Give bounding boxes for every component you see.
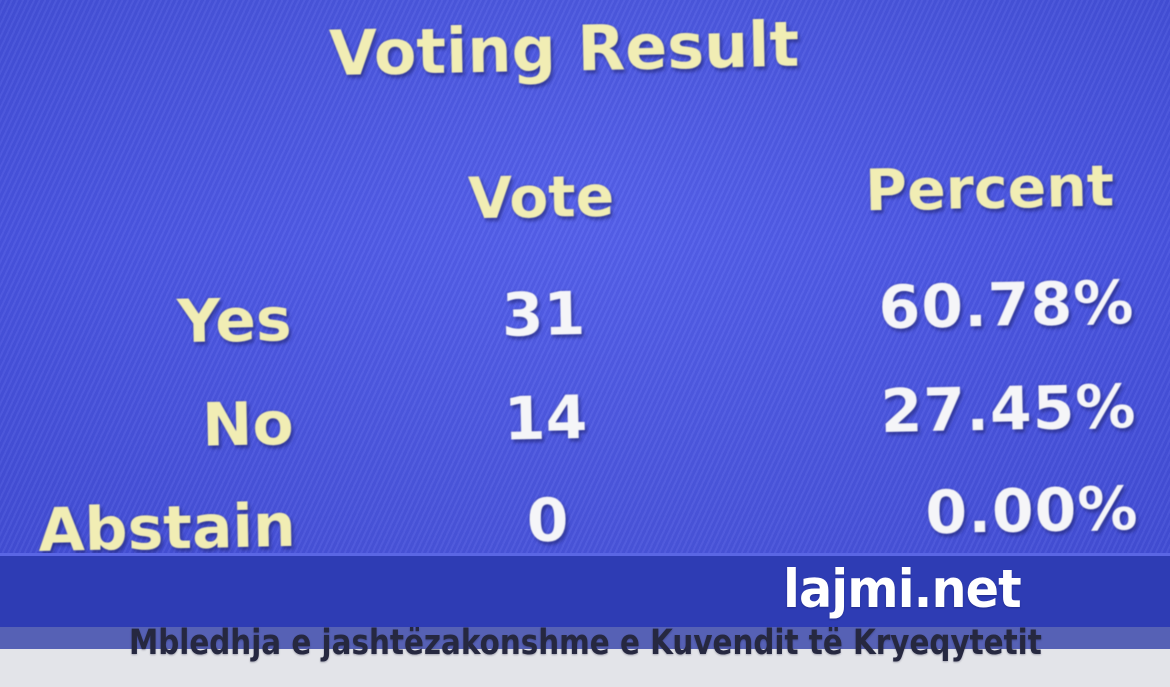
vote-count-yes: 31 bbox=[501, 278, 586, 351]
news-caption-text: Mbledhja e jashtëzakonshme e Kuvendit të… bbox=[128, 623, 1042, 663]
vote-count-no: 14 bbox=[503, 382, 589, 455]
news-caption: Mbledhja e jashtëzakonshme e Kuvendit të… bbox=[0, 624, 1170, 663]
percent-abstain: 0.00% bbox=[924, 473, 1140, 549]
watermark-band bbox=[0, 553, 1170, 627]
row-label-no: No bbox=[201, 388, 295, 461]
row-label-yes: Yes bbox=[176, 284, 293, 358]
bottom-bar bbox=[0, 649, 1170, 687]
column-header-vote: Vote bbox=[467, 163, 615, 233]
caption-strip bbox=[0, 627, 1170, 649]
column-header-percent: Percent bbox=[864, 153, 1115, 225]
percent-yes: 60.78% bbox=[877, 267, 1136, 344]
vote-count-abstain: 0 bbox=[526, 485, 570, 557]
page-title: Voting Result bbox=[328, 7, 800, 91]
brand-watermark: lajmi.net bbox=[783, 559, 1022, 620]
percent-no: 27.45% bbox=[879, 371, 1138, 448]
